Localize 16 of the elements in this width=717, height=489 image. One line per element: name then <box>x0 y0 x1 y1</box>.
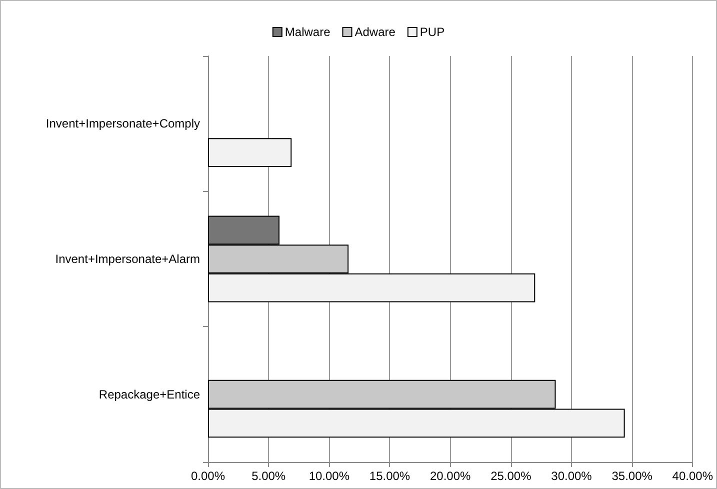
x-tick-label: 10.00% <box>308 469 350 483</box>
x-tick-label: 35.00% <box>612 469 653 483</box>
bar <box>208 138 292 167</box>
x-tick-label: 25.00% <box>490 469 532 483</box>
x-tick-label: 0.00% <box>190 469 226 483</box>
x-tick-label: 20.00% <box>430 469 472 483</box>
x-tick-label: 15.00% <box>369 469 410 483</box>
legend-label: Malware <box>284 25 331 39</box>
legend-label: Adware <box>354 25 396 39</box>
y-tick-label: Invent+Impersonate+Comply <box>46 116 200 131</box>
y-tick-label: Invent+Impersonate+Alarm <box>55 252 200 266</box>
x-tick-label: 5.00% <box>252 469 286 483</box>
y-tick-label: Repackage+Entice <box>98 387 200 402</box>
x-tick-label: 40.00% <box>672 469 714 483</box>
legend-label: PUP <box>420 25 445 39</box>
x-tick-label: 30.00% <box>551 469 592 483</box>
